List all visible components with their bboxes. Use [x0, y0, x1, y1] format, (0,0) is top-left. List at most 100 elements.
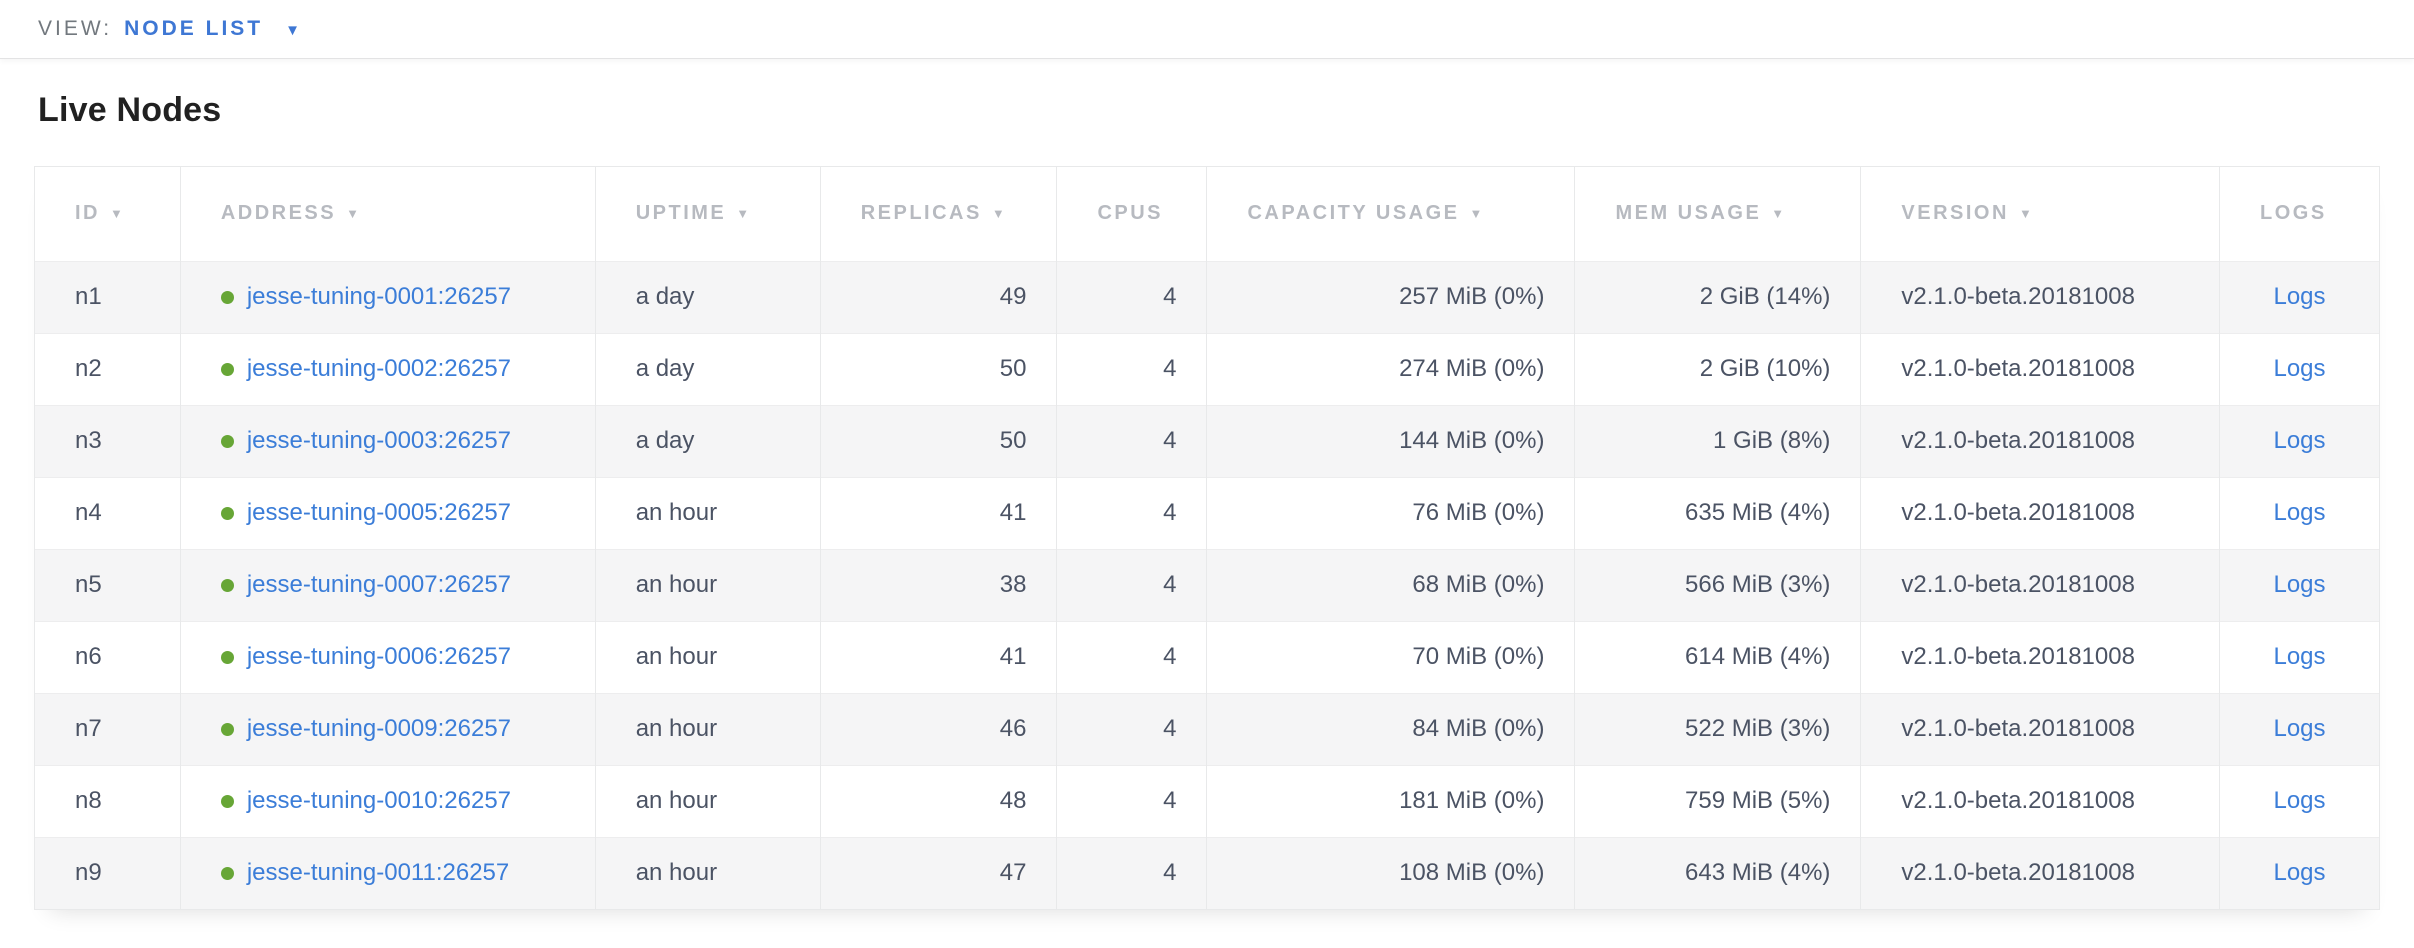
column-header-logs: LOGS [2219, 167, 2379, 261]
cell-replicas: 50 [819, 405, 1057, 477]
cell-uptime: an hour [594, 693, 821, 765]
chevron-down-icon: ▼ [285, 21, 300, 39]
cell-cpus: 4 [1056, 261, 1207, 333]
cell-value: 643 MiB (4%) [1685, 859, 1831, 887]
cell-value: n2 [75, 355, 102, 382]
cell-uptime: a day [594, 333, 821, 405]
cell-cpus: 4 [1056, 621, 1207, 693]
cell-value: 70 MiB (0%) [1412, 643, 1545, 670]
cell-value: 4 [1163, 355, 1177, 382]
node-address-link[interactable]: jesse-tuning-0009:26257 [246, 715, 512, 742]
cell-value: 144 MiB (0%) [1399, 427, 1545, 454]
cell-logs: Logs [2219, 549, 2379, 621]
node-address-link[interactable]: jesse-tuning-0010:26257 [246, 787, 512, 814]
view-selected-value: NODE LIST [124, 17, 264, 40]
cell-value: 2 GiB (14%) [1699, 283, 1831, 310]
logs-link[interactable]: Logs [2273, 355, 2326, 382]
cell-value: a day [635, 283, 695, 310]
column-header-capacity[interactable]: CAPACITY USAGE ▼ [1206, 167, 1575, 261]
node-address-link[interactable]: jesse-tuning-0003:26257 [246, 427, 512, 454]
table-row: n8 jesse-tuning-0010:26257 an hour 48 4 181 M… [35, 765, 2379, 837]
cell-logs: Logs [2219, 333, 2379, 405]
column-header-replicas[interactable]: REPLICAS ▼ [819, 167, 1057, 261]
cell-value: an hour [635, 859, 718, 887]
cell-uptime: an hour [594, 621, 821, 693]
column-header-mem[interactable]: MEM USAGE ▼ [1574, 167, 1861, 261]
logs-link[interactable]: Logs [2273, 427, 2326, 454]
cell-value: 257 MiB (0%) [1399, 283, 1545, 310]
node-address-link[interactable]: jesse-tuning-0005:26257 [246, 499, 512, 526]
logs-link[interactable]: Logs [2273, 499, 2326, 526]
node-address-link[interactable]: jesse-tuning-0001:26257 [246, 283, 512, 310]
cell-value: v2.1.0-beta.20181008 [1901, 859, 2135, 887]
cell-logs: Logs [2219, 765, 2379, 837]
cell-value: 1 GiB (8%) [1713, 427, 1831, 454]
node-address-link[interactable]: jesse-tuning-0006:26257 [246, 643, 512, 670]
cell-value: v2.1.0-beta.20181008 [1901, 427, 2135, 454]
cell-value: n7 [75, 715, 102, 742]
cell-mem: 759 MiB (5%) [1574, 765, 1861, 837]
cell-value: 4 [1163, 427, 1177, 454]
table-row: n3 jesse-tuning-0003:26257 a day 50 4 144 MiB… [35, 405, 2379, 477]
node-healthy-status-icon [220, 362, 234, 376]
cell-address: jesse-tuning-0011:26257 [179, 837, 596, 909]
cell-value: n1 [75, 283, 102, 310]
sort-desc-icon: ▼ [1771, 206, 1787, 222]
cell-address: jesse-tuning-0007:26257 [179, 549, 596, 621]
column-header-label: MEM USAGE [1615, 202, 1762, 225]
cell-value: a day [635, 355, 695, 382]
cell-cpus: 4 [1056, 693, 1207, 765]
cell-value: 635 MiB (4%) [1685, 499, 1831, 526]
cell-capacity: 76 MiB (0%) [1206, 477, 1575, 549]
cell-capacity: 68 MiB (0%) [1206, 549, 1575, 621]
cell-value: 84 MiB (0%) [1412, 715, 1545, 742]
logs-link[interactable]: Logs [2273, 787, 2326, 814]
logs-link[interactable]: Logs [2273, 859, 2326, 887]
cell-value: 46 [999, 715, 1027, 742]
logs-link[interactable]: Logs [2273, 715, 2326, 742]
column-header-id[interactable]: ID ▼ [35, 167, 181, 261]
table-row: n6 jesse-tuning-0006:26257 an hour 41 4 70 Mi… [35, 621, 2379, 693]
cell-value: n3 [75, 427, 102, 454]
column-header-version[interactable]: VERSION ▼ [1860, 167, 2220, 261]
node-address-link[interactable]: jesse-tuning-0007:26257 [246, 571, 512, 598]
cell-value: 4 [1163, 571, 1177, 598]
cell-value: 4 [1163, 787, 1177, 814]
cell-replicas: 38 [819, 549, 1057, 621]
logs-link[interactable]: Logs [2273, 571, 2326, 598]
cell-value: n5 [75, 571, 102, 598]
view-selector-dropdown[interactable]: NODE LIST ▼ [124, 17, 300, 41]
cell-value: v2.1.0-beta.20181008 [1901, 715, 2135, 742]
cell-capacity: 108 MiB (0%) [1206, 837, 1575, 909]
cell-value: 522 MiB (3%) [1685, 715, 1831, 742]
column-header-cpus: CPUS [1056, 167, 1207, 261]
column-header-uptime[interactable]: UPTIME ▼ [594, 167, 821, 261]
cell-value: n9 [75, 859, 102, 887]
cell-version: v2.1.0-beta.20181008 [1860, 477, 2220, 549]
cell-mem: 635 MiB (4%) [1574, 477, 1861, 549]
logs-link[interactable]: Logs [2273, 643, 2326, 670]
column-header-label: CPUS [1097, 202, 1164, 225]
column-header-label: ADDRESS [220, 202, 337, 225]
cell-id: n1 [35, 261, 180, 333]
cell-value: 4 [1163, 859, 1177, 887]
sort-desc-icon: ▼ [1469, 206, 1485, 222]
node-address-link[interactable]: jesse-tuning-0002:26257 [246, 355, 512, 382]
cell-value: 108 MiB (0%) [1399, 859, 1545, 887]
cell-version: v2.1.0-beta.20181008 [1860, 549, 2220, 621]
node-healthy-status-icon [220, 794, 234, 808]
cell-value: 181 MiB (0%) [1399, 787, 1545, 814]
logs-link[interactable]: Logs [2273, 283, 2326, 310]
cell-mem: 522 MiB (3%) [1574, 693, 1861, 765]
cell-value: 47 [999, 859, 1027, 887]
cell-version: v2.1.0-beta.20181008 [1860, 261, 2220, 333]
cell-value: 759 MiB (5%) [1685, 787, 1831, 814]
node-address-link[interactable]: jesse-tuning-0011:26257 [246, 859, 510, 887]
cell-logs: Logs [2219, 261, 2379, 333]
cell-address: jesse-tuning-0006:26257 [179, 621, 596, 693]
cell-uptime: a day [594, 261, 821, 333]
cell-value: 4 [1163, 643, 1177, 670]
table-header-row: ID ▼ ADDRESS ▼ UPTIME ▼ REPLICAS ▼ CPUS CAPACITY … [35, 167, 2379, 261]
cell-logs: Logs [2219, 477, 2379, 549]
column-header-address[interactable]: ADDRESS ▼ [179, 167, 596, 261]
